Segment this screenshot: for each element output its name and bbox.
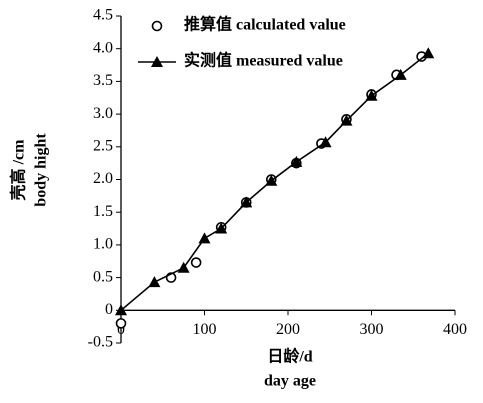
x-tick-label: 400 (443, 321, 467, 338)
data-point (265, 174, 278, 186)
y-tick-label: 2.0 (93, 170, 113, 187)
data-point (190, 257, 202, 268)
y-tick-label: 3.5 (93, 72, 113, 89)
legend-label: 实测值 measured value (184, 51, 343, 70)
y-tick-label: 1.0 (93, 236, 113, 253)
y-tick-label: 2.5 (93, 137, 113, 154)
data-point (198, 232, 211, 244)
data-point (115, 318, 127, 329)
data-point (177, 261, 190, 273)
x-axis-label: day age (264, 373, 316, 390)
data-point (394, 68, 407, 80)
data-point (319, 136, 332, 148)
data-point (215, 222, 228, 234)
x-tick-label: 300 (360, 321, 384, 338)
data-point (422, 47, 435, 59)
data-point (148, 276, 161, 288)
data-point (115, 304, 127, 316)
data-point (240, 196, 253, 208)
x-tick-label: 200 (276, 321, 300, 338)
data-point (340, 114, 353, 126)
x-axis-label: 日龄/d (267, 347, 312, 366)
y-tick-label: 4.5 (93, 7, 113, 24)
x-tick-label: 0 (117, 321, 125, 338)
y-tick-label: 4.0 (93, 39, 113, 56)
data-point (290, 155, 303, 167)
y-axis-label: body hight (33, 133, 50, 207)
legend-marker (151, 56, 163, 67)
data-point (365, 89, 378, 101)
y-axis-label: 壳高 /cm (9, 139, 28, 202)
y-tick-label: -0.5 (88, 334, 113, 351)
y-tick-label: 1.5 (93, 203, 113, 220)
legend-marker (151, 20, 163, 32)
legend-label: 推算值 calculated value (184, 15, 346, 34)
x-tick-label: 100 (193, 321, 217, 338)
y-tick-label: 3.0 (93, 105, 113, 122)
y-tick-label: 0.5 (93, 268, 113, 285)
y-tick-label: 0 (105, 301, 113, 318)
